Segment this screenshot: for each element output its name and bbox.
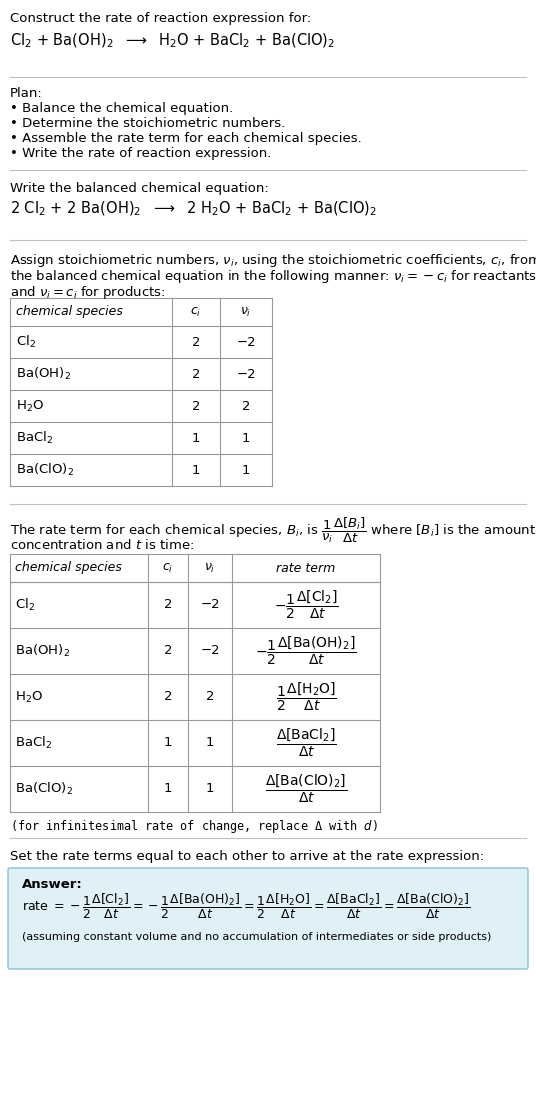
Text: −2: −2 [200, 644, 220, 658]
Text: $\nu_i$: $\nu_i$ [240, 306, 252, 319]
Text: rate term: rate term [277, 561, 336, 574]
Text: $\dfrac{\Delta[\mathrm{BaCl_2}]}{\Delta t}$: $\dfrac{\Delta[\mathrm{BaCl_2}]}{\Delta … [276, 727, 336, 760]
Text: Cl$_2$ + Ba(OH)$_2$  $\longrightarrow$  H$_2$O + BaCl$_2$ + Ba(ClO)$_2$: Cl$_2$ + Ba(OH)$_2$ $\longrightarrow$ H$… [10, 32, 335, 50]
Text: Construct the rate of reaction expression for:: Construct the rate of reaction expressio… [10, 12, 311, 25]
Text: 2: 2 [192, 367, 200, 380]
Text: 2: 2 [206, 690, 214, 704]
Text: −2: −2 [200, 598, 220, 612]
Text: Answer:: Answer: [22, 878, 83, 891]
Text: Plan:: Plan: [10, 87, 43, 100]
Text: • Balance the chemical equation.: • Balance the chemical equation. [10, 102, 233, 115]
Text: $c_i$: $c_i$ [190, 306, 202, 319]
Text: 1: 1 [192, 464, 200, 477]
Text: (for infinitesimal rate of change, replace Δ with $d$): (for infinitesimal rate of change, repla… [10, 818, 378, 835]
Text: 2 Cl$_2$ + 2 Ba(OH)$_2$  $\longrightarrow$  2 H$_2$O + BaCl$_2$ + Ba(ClO)$_2$: 2 Cl$_2$ + 2 Ba(OH)$_2$ $\longrightarrow… [10, 199, 377, 218]
Text: 1: 1 [206, 783, 214, 796]
FancyBboxPatch shape [8, 868, 528, 969]
Text: BaCl$_2$: BaCl$_2$ [15, 735, 52, 751]
Text: concentration and $t$ is time:: concentration and $t$ is time: [10, 538, 194, 552]
Text: −2: −2 [236, 335, 256, 349]
Text: chemical species: chemical species [16, 306, 123, 319]
Text: and $\nu_i = c_i$ for products:: and $\nu_i = c_i$ for products: [10, 284, 166, 301]
Text: Set the rate terms equal to each other to arrive at the rate expression:: Set the rate terms equal to each other t… [10, 850, 484, 863]
Text: 1: 1 [242, 464, 250, 477]
Text: H$_2$O: H$_2$O [16, 399, 44, 413]
Text: 2: 2 [192, 400, 200, 412]
Text: • Write the rate of reaction expression.: • Write the rate of reaction expression. [10, 147, 271, 160]
Text: Assign stoichiometric numbers, $\nu_i$, using the stoichiometric coefficients, $: Assign stoichiometric numbers, $\nu_i$, … [10, 252, 536, 269]
Text: −2: −2 [236, 367, 256, 380]
Text: 1: 1 [164, 783, 172, 796]
Text: 2: 2 [164, 598, 172, 612]
Text: H$_2$O: H$_2$O [15, 689, 43, 705]
Text: 1: 1 [192, 432, 200, 445]
Text: Ba(OH)$_2$: Ba(OH)$_2$ [16, 366, 71, 383]
Text: The rate term for each chemical species, $B_i$, is $\dfrac{1}{\nu_i}\dfrac{\Delt: The rate term for each chemical species,… [10, 516, 536, 546]
Text: $\nu_i$: $\nu_i$ [204, 561, 215, 574]
Text: (assuming constant volume and no accumulation of intermediates or side products): (assuming constant volume and no accumul… [22, 932, 492, 941]
Text: rate $= -\dfrac{1}{2}\dfrac{\Delta[\mathrm{Cl_2}]}{\Delta t} = -\dfrac{1}{2}\dfr: rate $= -\dfrac{1}{2}\dfrac{\Delta[\math… [22, 891, 471, 921]
Text: Cl$_2$: Cl$_2$ [16, 334, 36, 350]
Text: 1: 1 [164, 737, 172, 750]
Text: BaCl$_2$: BaCl$_2$ [16, 430, 53, 446]
Text: 2: 2 [242, 400, 250, 412]
Text: $c_i$: $c_i$ [162, 561, 174, 574]
Text: Ba(OH)$_2$: Ba(OH)$_2$ [15, 643, 70, 659]
Text: Cl$_2$: Cl$_2$ [15, 597, 35, 613]
Text: $\dfrac{1}{2}\dfrac{\Delta[\mathrm{H_2O}]}{\Delta t}$: $\dfrac{1}{2}\dfrac{\Delta[\mathrm{H_2O}… [276, 681, 337, 713]
Text: $\dfrac{\Delta[\mathrm{Ba(ClO)_2}]}{\Delta t}$: $\dfrac{\Delta[\mathrm{Ba(ClO)_2}]}{\Del… [265, 773, 347, 806]
Text: chemical species: chemical species [15, 561, 122, 574]
Text: 1: 1 [242, 432, 250, 445]
Text: Ba(ClO)$_2$: Ba(ClO)$_2$ [16, 461, 74, 478]
Text: Ba(ClO)$_2$: Ba(ClO)$_2$ [15, 781, 73, 797]
Text: 2: 2 [192, 335, 200, 349]
Text: $-\dfrac{1}{2}\dfrac{\Delta[\mathrm{Ba(OH)_2}]}{\Delta t}$: $-\dfrac{1}{2}\dfrac{\Delta[\mathrm{Ba(O… [255, 635, 357, 667]
Text: Write the balanced chemical equation:: Write the balanced chemical equation: [10, 182, 269, 195]
Text: 2: 2 [164, 644, 172, 658]
Text: 1: 1 [206, 737, 214, 750]
Text: • Determine the stoichiometric numbers.: • Determine the stoichiometric numbers. [10, 117, 285, 130]
Text: • Assemble the rate term for each chemical species.: • Assemble the rate term for each chemic… [10, 132, 362, 145]
Text: $-\dfrac{1}{2}\dfrac{\Delta[\mathrm{Cl_2}]}{\Delta t}$: $-\dfrac{1}{2}\dfrac{\Delta[\mathrm{Cl_2… [273, 589, 338, 621]
Text: 2: 2 [164, 690, 172, 704]
Text: the balanced chemical equation in the following manner: $\nu_i = -c_i$ for react: the balanced chemical equation in the fo… [10, 269, 536, 285]
